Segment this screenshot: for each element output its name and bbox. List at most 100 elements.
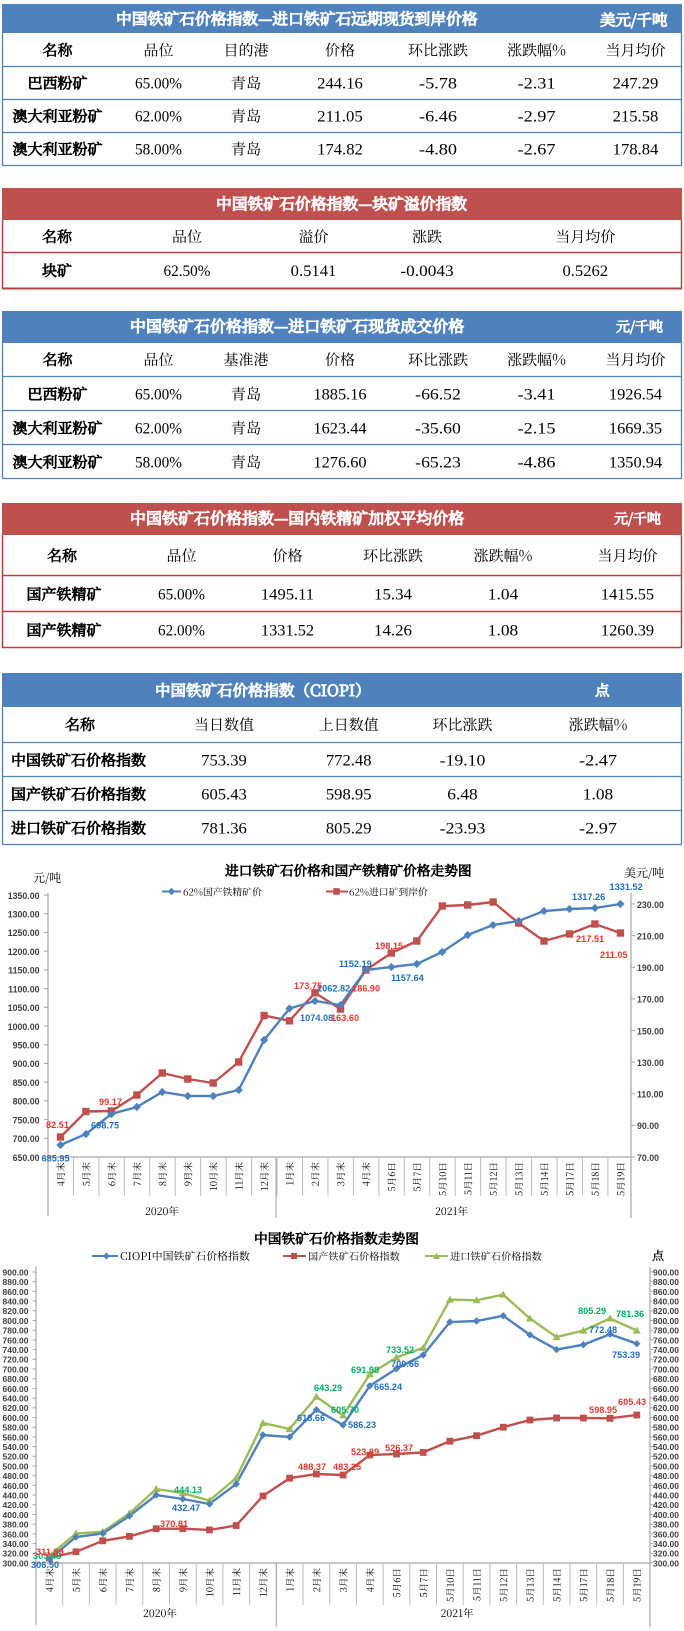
svg-text:1926.54: 1926.54 [609, 387, 663, 404]
svg-text:0.5141: 0.5141 [291, 263, 337, 280]
svg-text:-35.60: -35.60 [415, 421, 461, 438]
svg-text:720.00: 720.00 [653, 1355, 679, 1365]
svg-text:753.39: 753.39 [201, 753, 247, 770]
svg-text:432.47: 432.47 [172, 1503, 200, 1513]
svg-text:-0.0043: -0.0043 [400, 263, 454, 280]
svg-text:520.00: 520.00 [3, 1452, 29, 1462]
svg-text:500.00: 500.00 [3, 1461, 29, 1471]
svg-text:500.00: 500.00 [653, 1461, 679, 1471]
svg-text:540.00: 540.00 [3, 1442, 29, 1452]
svg-text:560.00: 560.00 [653, 1432, 679, 1442]
svg-text:1.08: 1.08 [488, 623, 519, 640]
svg-text:700.66: 700.66 [391, 1359, 419, 1369]
svg-text:860.00: 860.00 [653, 1287, 679, 1297]
svg-text:805.29: 805.29 [326, 821, 372, 838]
svg-text:440.00: 440.00 [653, 1491, 679, 1501]
svg-text:586.23: 586.23 [348, 1420, 376, 1430]
svg-text:600.00: 600.00 [653, 1413, 679, 1423]
svg-text:800.00: 800.00 [13, 1097, 40, 1107]
svg-text:733.52: 733.52 [386, 1345, 414, 1355]
svg-text:605.43: 605.43 [201, 787, 247, 804]
svg-text:1317.26: 1317.26 [572, 892, 605, 902]
svg-text:-2.97: -2.97 [579, 821, 617, 838]
svg-text:700.00: 700.00 [13, 1134, 40, 1144]
svg-text:700.00: 700.00 [653, 1364, 679, 1374]
svg-text:1276.60: 1276.60 [313, 455, 367, 472]
svg-text:640.00: 640.00 [653, 1394, 679, 1404]
svg-text:400.00: 400.00 [3, 1510, 29, 1520]
svg-text:950.00: 950.00 [13, 1041, 40, 1051]
svg-text:1062.82: 1062.82 [317, 984, 350, 994]
svg-text:6.48: 6.48 [447, 787, 478, 804]
svg-text:1152.19: 1152.19 [339, 959, 372, 969]
svg-text:1350.94: 1350.94 [609, 455, 663, 472]
svg-text:650.00: 650.00 [13, 1153, 40, 1163]
svg-text:99.17: 99.17 [99, 1097, 122, 1107]
svg-text:740.00: 740.00 [3, 1345, 29, 1355]
svg-text:800.00: 800.00 [653, 1316, 679, 1326]
svg-text:1331.52: 1331.52 [261, 623, 314, 640]
svg-text:685.95: 685.95 [42, 1154, 70, 1164]
svg-text:170.00: 170.00 [637, 995, 664, 1005]
svg-text:-2.67: -2.67 [518, 142, 556, 159]
svg-text:523.89: 523.89 [351, 1447, 379, 1457]
svg-text:620.00: 620.00 [3, 1403, 29, 1413]
svg-text:-5.78: -5.78 [419, 76, 457, 93]
svg-text:760.00: 760.00 [3, 1335, 29, 1345]
svg-text:780.00: 780.00 [653, 1326, 679, 1336]
svg-text:163.60: 163.60 [331, 1013, 359, 1023]
svg-text:370.81: 370.81 [160, 1519, 188, 1529]
svg-text:-4.80: -4.80 [419, 142, 457, 159]
svg-text:58.00%: 58.00% [135, 142, 182, 159]
svg-text:460.00: 460.00 [653, 1481, 679, 1491]
svg-text:-2.97: -2.97 [518, 109, 556, 126]
svg-text:580.00: 580.00 [3, 1423, 29, 1433]
svg-text:150.00: 150.00 [637, 1026, 664, 1036]
svg-text:340.00: 340.00 [3, 1539, 29, 1549]
svg-text:62.50%: 62.50% [164, 263, 211, 280]
svg-text:15.34: 15.34 [374, 587, 412, 604]
svg-text:1250.00: 1250.00 [8, 928, 40, 938]
svg-text:483.25: 483.25 [333, 1462, 361, 1472]
svg-text:840.00: 840.00 [3, 1297, 29, 1307]
svg-text:420.00: 420.00 [653, 1500, 679, 1510]
svg-text:82.51: 82.51 [46, 1120, 69, 1130]
svg-text:1050.00: 1050.00 [8, 1003, 40, 1013]
svg-text:800.00: 800.00 [3, 1316, 29, 1326]
svg-text:1350.00: 1350.00 [8, 891, 40, 901]
svg-text:1623.44: 1623.44 [313, 421, 367, 438]
svg-text:698.75: 698.75 [91, 1121, 119, 1131]
svg-text:1157.64: 1157.64 [391, 973, 425, 983]
svg-text:174.82: 174.82 [317, 142, 363, 159]
svg-text:750.00: 750.00 [13, 1115, 40, 1125]
svg-text:-4.86: -4.86 [518, 455, 556, 472]
svg-text:640.00: 640.00 [3, 1394, 29, 1404]
svg-text:480.00: 480.00 [3, 1471, 29, 1481]
svg-text:488.37: 488.37 [298, 1462, 326, 1472]
svg-text:130.00: 130.00 [637, 1058, 664, 1068]
svg-text:190.00: 190.00 [637, 963, 664, 973]
svg-text:-2.31: -2.31 [518, 76, 556, 93]
svg-text:643.29: 643.29 [314, 1383, 342, 1393]
svg-text:-2.47: -2.47 [579, 753, 617, 770]
svg-text:580.00: 580.00 [653, 1423, 679, 1433]
svg-text:305.48: 305.48 [33, 1551, 61, 1561]
svg-text:520.00: 520.00 [653, 1452, 679, 1462]
svg-text:480.00: 480.00 [653, 1471, 679, 1481]
svg-text:210.00: 210.00 [637, 931, 664, 941]
svg-text:244.16: 244.16 [317, 76, 363, 93]
svg-text:300.00: 300.00 [653, 1558, 679, 1568]
svg-text:880.00: 880.00 [653, 1277, 679, 1287]
svg-text:65.00%: 65.00% [158, 587, 205, 604]
svg-text:198.15: 198.15 [375, 941, 403, 951]
svg-text:781.36: 781.36 [201, 821, 247, 838]
svg-text:1100.00: 1100.00 [8, 984, 39, 994]
svg-text:215.58: 215.58 [613, 109, 659, 126]
svg-text:62.00%: 62.00% [135, 421, 182, 438]
svg-text:1331.52: 1331.52 [610, 882, 643, 892]
svg-text:70.00: 70.00 [637, 1153, 659, 1163]
svg-text:230.00: 230.00 [637, 900, 664, 910]
svg-text:211.05: 211.05 [600, 950, 628, 960]
svg-text:306.50: 306.50 [31, 1560, 59, 1570]
svg-text:110.00: 110.00 [637, 1090, 664, 1100]
